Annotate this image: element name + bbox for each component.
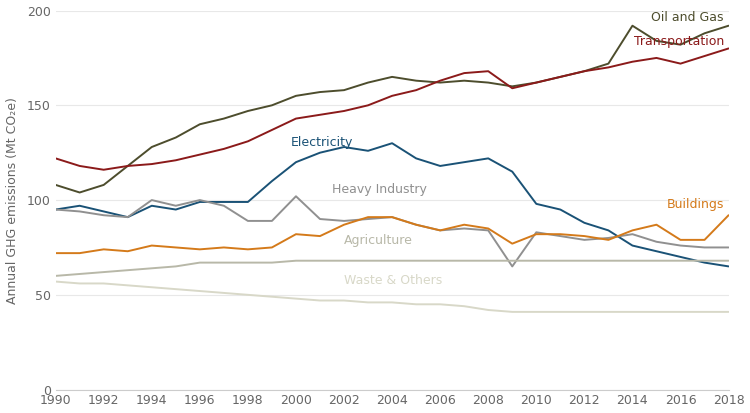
Text: Agriculture: Agriculture: [344, 235, 413, 247]
Text: Transportation: Transportation: [634, 36, 724, 48]
Text: Electricity: Electricity: [291, 136, 353, 149]
Text: Waste & Others: Waste & Others: [344, 274, 442, 287]
Text: Oil and Gas: Oil and Gas: [651, 11, 724, 24]
Text: Heavy Industry: Heavy Industry: [332, 183, 427, 196]
Y-axis label: Annual GHG emissions (Mt CO₂e): Annual GHG emissions (Mt CO₂e): [5, 97, 19, 304]
Text: Buildings: Buildings: [667, 198, 724, 211]
